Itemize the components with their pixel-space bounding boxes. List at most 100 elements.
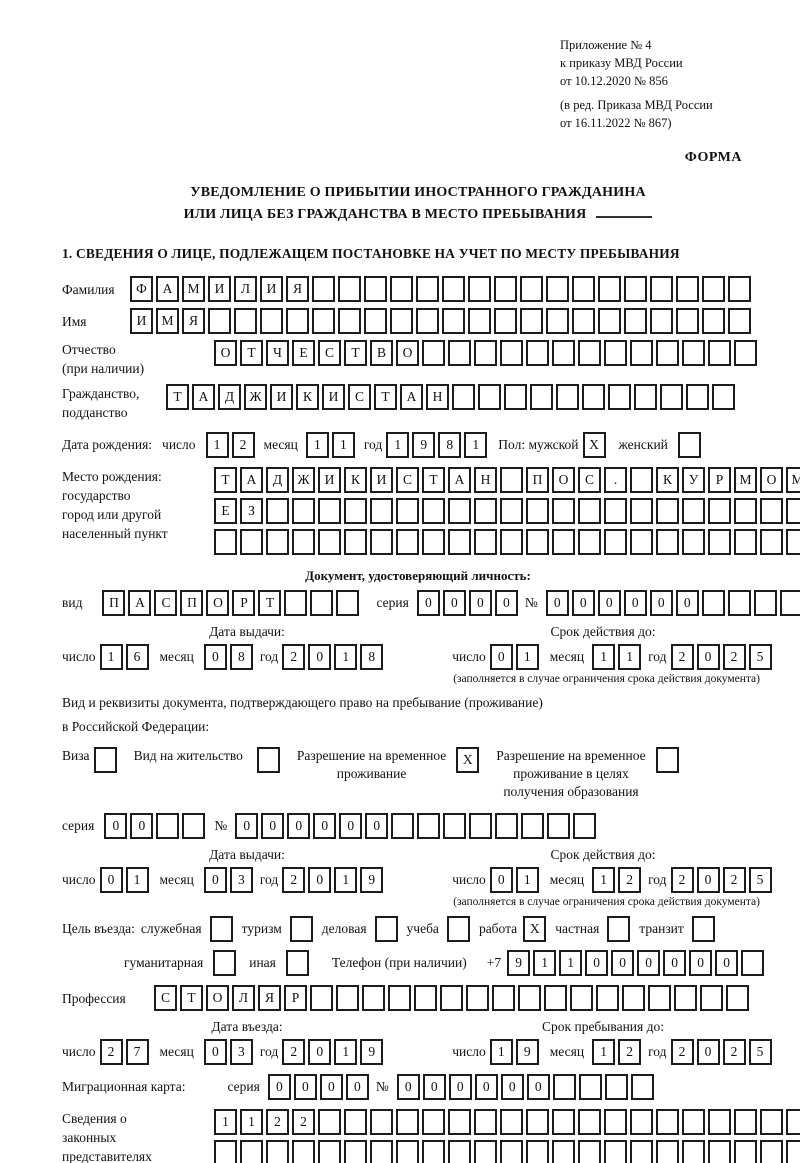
form-cell[interactable]: М xyxy=(786,467,800,493)
form-cell[interactable] xyxy=(728,276,751,302)
form-cell[interactable] xyxy=(660,384,683,410)
form-cell[interactable]: Т xyxy=(374,384,397,410)
form-cell[interactable]: П xyxy=(180,590,204,616)
form-cell[interactable] xyxy=(578,340,601,366)
form-cell[interactable]: А xyxy=(156,276,179,302)
form-cell[interactable]: 0 xyxy=(448,1074,472,1100)
form-cell[interactable] xyxy=(474,1109,497,1135)
form-cell[interactable] xyxy=(213,950,237,976)
form-cell[interactable] xyxy=(448,1140,471,1163)
form-cell[interactable]: 0 xyxy=(649,590,673,616)
form-cell[interactable] xyxy=(702,308,725,334)
form-cell[interactable]: 2 xyxy=(670,867,694,893)
form-cell[interactable]: И xyxy=(260,276,283,302)
form-cell[interactable] xyxy=(604,1109,627,1135)
form-cell[interactable] xyxy=(630,1140,653,1163)
form-cell[interactable]: 0 xyxy=(663,950,687,976)
form-cell[interactable] xyxy=(344,529,367,555)
form-cell[interactable]: 1 xyxy=(331,432,355,458)
form-cell[interactable]: 9 xyxy=(360,867,384,893)
form-cell[interactable]: О xyxy=(214,340,237,366)
form-cell[interactable] xyxy=(520,308,543,334)
form-cell[interactable]: 0 xyxy=(545,590,569,616)
form-cell[interactable] xyxy=(414,985,437,1011)
form-cell[interactable]: 2 xyxy=(282,1039,306,1065)
form-cell[interactable] xyxy=(336,985,359,1011)
form-cell[interactable]: 0 xyxy=(489,867,513,893)
form-cell[interactable]: Д xyxy=(266,467,289,493)
form-cell[interactable]: Л xyxy=(234,276,257,302)
form-cell[interactable] xyxy=(734,529,757,555)
form-cell[interactable] xyxy=(266,529,289,555)
form-cell[interactable] xyxy=(494,308,517,334)
form-cell[interactable]: 0 xyxy=(308,867,332,893)
form-cell[interactable] xyxy=(388,985,411,1011)
form-cell[interactable]: З xyxy=(240,498,263,524)
form-cell[interactable] xyxy=(390,276,413,302)
form-cell[interactable]: С xyxy=(154,985,177,1011)
form-cell[interactable] xyxy=(362,985,385,1011)
form-cell[interactable]: О xyxy=(552,467,575,493)
form-cell[interactable]: 8 xyxy=(438,432,462,458)
form-cell[interactable]: 2 xyxy=(292,1109,315,1135)
form-cell[interactable] xyxy=(708,529,731,555)
form-cell[interactable]: 0 xyxy=(715,950,739,976)
form-cell[interactable] xyxy=(504,384,527,410)
form-cell[interactable]: 5 xyxy=(748,867,772,893)
form-cell[interactable]: Р xyxy=(708,467,731,493)
form-cell[interactable] xyxy=(708,1109,731,1135)
form-cell[interactable] xyxy=(468,276,491,302)
form-cell[interactable] xyxy=(630,467,653,493)
form-cell[interactable] xyxy=(474,498,497,524)
form-cell[interactable] xyxy=(318,1109,341,1135)
form-cell[interactable]: М xyxy=(156,308,179,334)
form-cell[interactable] xyxy=(552,1140,575,1163)
form-cell[interactable]: 0 xyxy=(494,590,518,616)
form-cell[interactable] xyxy=(370,1140,393,1163)
form-cell[interactable] xyxy=(344,1109,367,1135)
form-cell[interactable]: И xyxy=(318,467,341,493)
form-cell[interactable] xyxy=(546,308,569,334)
form-cell[interactable] xyxy=(452,384,475,410)
form-cell[interactable] xyxy=(556,384,579,410)
form-cell[interactable]: 1 xyxy=(99,644,123,670)
form-cell[interactable] xyxy=(338,276,361,302)
form-cell[interactable]: 9 xyxy=(412,432,436,458)
form-cell[interactable] xyxy=(622,985,645,1011)
form-cell[interactable]: 0 xyxy=(365,813,389,839)
form-cell[interactable] xyxy=(526,1140,549,1163)
form-cell[interactable] xyxy=(786,529,800,555)
form-cell[interactable] xyxy=(734,498,757,524)
form-cell[interactable]: 1 xyxy=(334,644,358,670)
form-cell[interactable]: 2 xyxy=(99,1039,123,1065)
form-cell[interactable]: 1 xyxy=(533,950,557,976)
form-cell[interactable]: 0 xyxy=(585,950,609,976)
form-cell[interactable] xyxy=(364,308,387,334)
form-cell[interactable]: 1 xyxy=(592,867,616,893)
form-cell[interactable] xyxy=(344,498,367,524)
form-cell[interactable]: . xyxy=(604,467,627,493)
form-cell[interactable]: П xyxy=(526,467,549,493)
form-cell[interactable] xyxy=(682,340,705,366)
form-cell[interactable] xyxy=(624,308,647,334)
form-cell[interactable] xyxy=(374,916,398,942)
form-cell[interactable]: 0 xyxy=(319,1074,343,1100)
form-cell[interactable]: М xyxy=(734,467,757,493)
form-cell[interactable]: 0 xyxy=(689,950,713,976)
form-cell[interactable]: 0 xyxy=(637,950,661,976)
form-cell[interactable] xyxy=(446,916,470,942)
form-cell[interactable]: 2 xyxy=(282,644,306,670)
form-cell[interactable] xyxy=(578,529,601,555)
form-cell[interactable]: 2 xyxy=(670,1039,694,1065)
form-cell[interactable] xyxy=(604,340,627,366)
form-cell[interactable]: Ж xyxy=(244,384,267,410)
form-cell[interactable]: 0 xyxy=(345,1074,369,1100)
form-cell[interactable]: М xyxy=(182,276,205,302)
form-cell[interactable] xyxy=(93,747,117,773)
form-cell[interactable] xyxy=(726,985,749,1011)
form-cell[interactable]: 1 xyxy=(305,432,329,458)
form-cell[interactable] xyxy=(500,1140,523,1163)
form-cell[interactable] xyxy=(676,276,699,302)
form-cell[interactable] xyxy=(734,1109,757,1135)
form-cell[interactable] xyxy=(630,1074,654,1100)
